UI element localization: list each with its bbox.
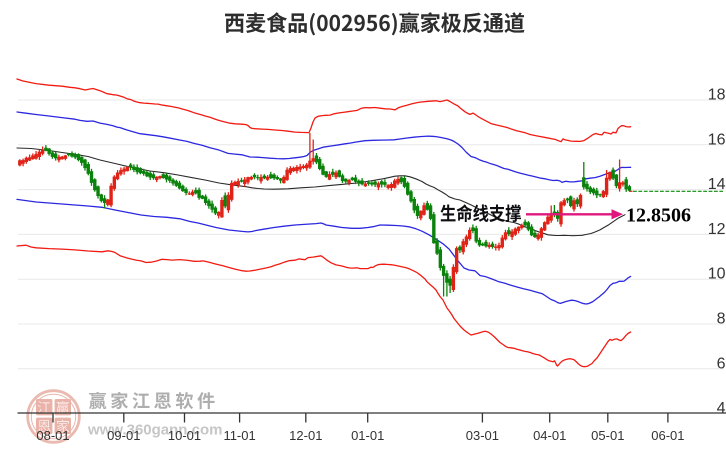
svg-text:8: 8: [717, 311, 726, 328]
svg-text:18: 18: [708, 87, 726, 104]
svg-text:12: 12: [708, 221, 726, 238]
svg-text:06-01: 06-01: [651, 428, 684, 443]
svg-text:6: 6: [717, 355, 726, 372]
svg-text:11-01: 11-01: [223, 428, 255, 443]
svg-text:09-01: 09-01: [107, 428, 140, 443]
svg-text:14: 14: [708, 176, 726, 193]
svg-text:10-01: 10-01: [168, 428, 201, 443]
svg-text:12.8506: 12.8506: [626, 205, 691, 227]
svg-text:08-01: 08-01: [36, 428, 69, 443]
svg-text:4: 4: [717, 400, 726, 417]
svg-text:05-01: 05-01: [591, 428, 624, 443]
svg-text:www.360gann.com: www.360gann.com: [87, 422, 222, 439]
svg-text:01-01: 01-01: [351, 428, 384, 443]
svg-text:16: 16: [708, 131, 726, 148]
svg-text:04-01: 04-01: [533, 428, 566, 443]
svg-text:12-01: 12-01: [289, 428, 322, 443]
svg-text:10: 10: [708, 266, 726, 283]
svg-text:03-01: 03-01: [466, 428, 499, 443]
